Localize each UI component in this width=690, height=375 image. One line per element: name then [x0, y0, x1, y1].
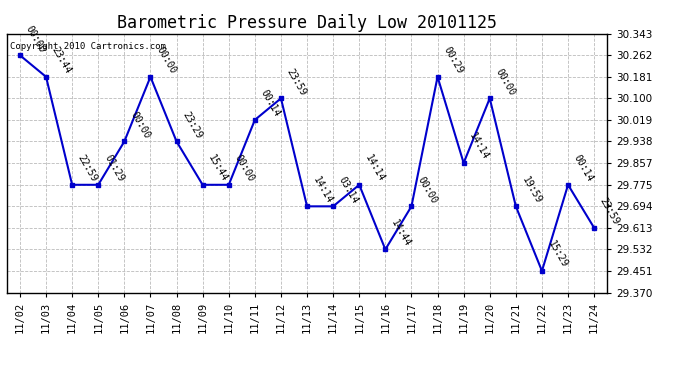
Text: 23:44: 23:44 — [50, 45, 73, 75]
Text: 23:59: 23:59 — [285, 67, 308, 97]
Text: 15:44: 15:44 — [206, 153, 230, 183]
Title: Barometric Pressure Daily Low 20101125: Barometric Pressure Daily Low 20101125 — [117, 14, 497, 32]
Text: 14:14: 14:14 — [468, 131, 491, 162]
Text: 14:14: 14:14 — [311, 175, 335, 205]
Text: 14:44: 14:44 — [389, 217, 413, 248]
Text: 15:29: 15:29 — [546, 239, 569, 270]
Text: 23:29: 23:29 — [181, 110, 204, 140]
Text: 00:29: 00:29 — [442, 45, 465, 75]
Text: 00:14: 00:14 — [572, 153, 595, 183]
Text: 00:00: 00:00 — [415, 175, 439, 205]
Text: 03:14: 03:14 — [337, 175, 360, 205]
Text: 22:59: 22:59 — [76, 153, 99, 183]
Text: 00:00: 00:00 — [128, 110, 152, 140]
Text: 00:00: 00:00 — [155, 45, 178, 75]
Text: 19:59: 19:59 — [520, 175, 543, 205]
Text: 00:00: 00:00 — [24, 24, 47, 54]
Text: 00:00: 00:00 — [493, 67, 517, 97]
Text: 00:14: 00:14 — [259, 88, 282, 118]
Text: 00:00: 00:00 — [233, 153, 256, 183]
Text: Copyright 2010 Cartronics.com: Copyright 2010 Cartronics.com — [10, 42, 166, 51]
Text: 01:29: 01:29 — [102, 153, 126, 183]
Text: 23:59: 23:59 — [598, 196, 622, 226]
Text: 14:14: 14:14 — [363, 153, 386, 183]
